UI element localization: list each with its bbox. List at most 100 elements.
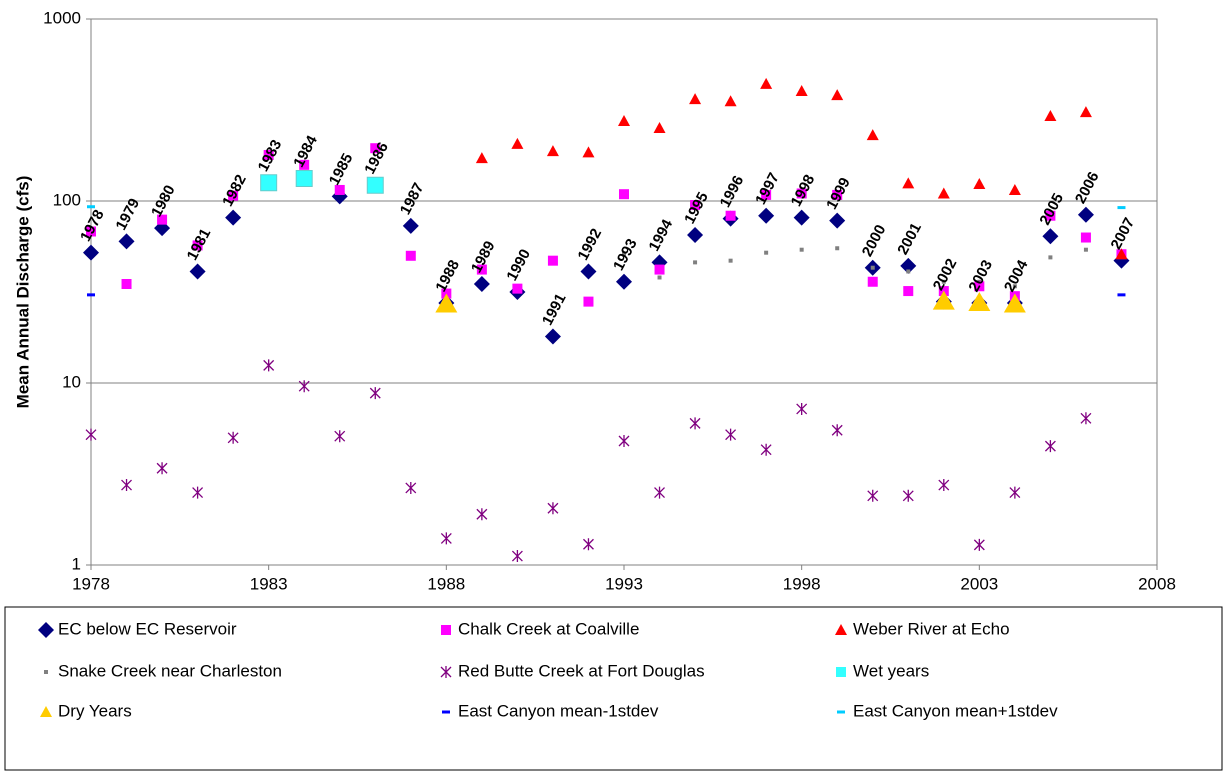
data-point xyxy=(831,424,843,437)
data-point xyxy=(867,276,878,287)
data-point xyxy=(793,209,810,226)
x-tick-label: 1993 xyxy=(605,574,643,593)
data-point xyxy=(156,462,168,475)
data-point xyxy=(689,417,701,430)
point-label: 2001 xyxy=(894,220,925,257)
data-point xyxy=(1077,206,1094,223)
data-point xyxy=(657,275,662,280)
data-point xyxy=(760,77,773,89)
data-point xyxy=(476,508,488,521)
data-point xyxy=(118,233,135,250)
x-tick-label: 1988 xyxy=(427,574,465,593)
data-point xyxy=(829,212,846,229)
data-point xyxy=(547,502,559,515)
legend-label: Weber River at Echo xyxy=(853,619,1010,638)
data-point xyxy=(435,293,458,313)
legend-marker xyxy=(836,667,846,677)
data-point xyxy=(690,200,701,211)
data-point xyxy=(1080,412,1092,425)
point-label: 2004 xyxy=(1001,257,1032,295)
data-point xyxy=(189,263,206,280)
point-label: 1985 xyxy=(326,151,357,188)
data-point xyxy=(724,95,737,107)
data-point xyxy=(903,286,914,297)
data-point xyxy=(866,129,879,141)
y-tick-label: 10 xyxy=(62,372,81,391)
data-point xyxy=(227,431,239,444)
legend-label: Chalk Creek at Coalville xyxy=(458,619,639,638)
data-point xyxy=(618,435,630,448)
point-label: 1996 xyxy=(717,173,748,210)
data-point xyxy=(832,189,843,200)
point-label: 1987 xyxy=(397,180,428,217)
legend-marker xyxy=(38,622,54,638)
data-point xyxy=(1044,440,1056,453)
data-point xyxy=(835,246,840,251)
x-tick-label: 1978 xyxy=(72,574,110,593)
data-point xyxy=(370,143,381,154)
data-point xyxy=(1045,210,1056,221)
data-point xyxy=(546,145,559,157)
data-point xyxy=(622,252,626,257)
data-point xyxy=(1008,183,1021,195)
data-point xyxy=(192,486,204,499)
x-tick-label: 2008 xyxy=(1138,574,1176,593)
legend-marker xyxy=(441,625,451,635)
data-point xyxy=(654,264,665,275)
data-point xyxy=(334,430,346,443)
point-label: 1986 xyxy=(361,140,392,177)
data-point xyxy=(583,538,594,551)
x-tick-label: 1983 xyxy=(250,574,288,593)
point-label: 1983 xyxy=(255,137,286,174)
data-point xyxy=(544,328,561,345)
data-point xyxy=(1048,255,1053,260)
point-label: 2005 xyxy=(1036,191,1067,228)
data-point xyxy=(405,481,417,494)
data-point xyxy=(974,281,985,292)
point-label: 2007 xyxy=(1107,215,1138,252)
data-point xyxy=(547,255,558,266)
data-point xyxy=(1012,284,1017,289)
data-point xyxy=(440,532,452,545)
data-point xyxy=(1083,247,1088,252)
point-label: 1994 xyxy=(646,216,677,254)
point-label: 1989 xyxy=(468,238,499,275)
x-tick-label: 1998 xyxy=(783,574,821,593)
x-tick-label: 2003 xyxy=(960,574,998,593)
point-label: 1997 xyxy=(752,170,783,207)
data-point xyxy=(687,227,704,244)
y-tick-label: 1 xyxy=(72,554,81,573)
legend-label: East Canyon mean-1stdev xyxy=(458,701,659,720)
data-point xyxy=(366,176,384,194)
plot-frame xyxy=(90,18,1158,566)
data-point xyxy=(86,226,96,237)
point-label: 1995 xyxy=(681,189,712,226)
data-point xyxy=(616,273,632,290)
data-point xyxy=(689,93,702,105)
data-point xyxy=(1080,232,1091,243)
legend-marker xyxy=(44,670,48,674)
y-axis-label: Mean Annual Discharge (cfs) xyxy=(13,176,32,409)
legend-marker xyxy=(440,666,452,678)
data-point xyxy=(973,538,985,551)
data-point xyxy=(725,210,736,221)
data-point xyxy=(937,187,950,199)
point-label: 1998 xyxy=(788,172,819,209)
point-label: 1990 xyxy=(503,246,534,283)
data-point xyxy=(121,278,132,289)
data-point xyxy=(618,115,630,127)
data-point xyxy=(906,269,911,274)
point-label: 1993 xyxy=(610,236,641,273)
data-point xyxy=(87,205,95,209)
legend-label: Dry Years xyxy=(58,701,132,720)
data-point xyxy=(1115,248,1128,260)
data-point xyxy=(580,263,597,280)
data-point xyxy=(299,159,310,170)
data-point xyxy=(796,402,808,415)
legend-marker xyxy=(837,710,845,714)
point-label: 1981 xyxy=(184,226,215,263)
y-tick-label: 1000 xyxy=(43,8,81,27)
data-point xyxy=(1042,228,1059,245)
data-point xyxy=(263,149,274,160)
